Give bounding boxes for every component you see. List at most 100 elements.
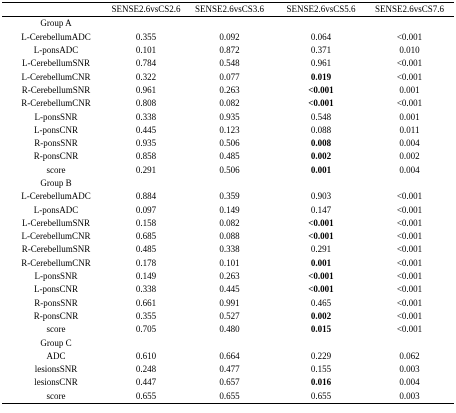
cell: <0.001 <box>396 297 423 308</box>
cell: <0.001 <box>277 217 365 230</box>
cell: 0.002 <box>399 151 420 162</box>
row-label: score <box>46 164 66 175</box>
cell: 0.506 <box>219 164 240 175</box>
data-row: R-ponsCNR 0.355 0.527 0.002 <0.001 <box>2 310 454 323</box>
row-label: score <box>46 324 66 335</box>
cell: 0.062 <box>399 350 420 361</box>
cell: 0.991 <box>219 297 240 308</box>
cell: <0.001 <box>396 244 423 255</box>
data-row: L-CerebellumSNR 0.158 0.082 <0.001 <0.001 <box>2 217 454 230</box>
data-row: L-CerebellumCNR 0.685 0.088 <0.001 <0.001 <box>2 230 454 243</box>
cell: 0.506 <box>219 138 240 149</box>
cell: 0.338 <box>219 244 240 255</box>
row-label: lesionsSNR <box>34 364 78 375</box>
bold-value: <0.001 <box>308 217 334 228</box>
cell: 0.092 <box>219 31 240 42</box>
row-label: L-CerebellumSNR <box>22 58 90 69</box>
empty-cell <box>182 336 277 349</box>
cell: 0.935 <box>135 138 157 149</box>
cell: 0.445 <box>135 124 157 135</box>
cell: 0.884 <box>135 191 157 202</box>
cell: 0.088 <box>310 124 332 135</box>
bold-value: <0.001 <box>308 271 334 282</box>
cell: 0.149 <box>135 271 157 282</box>
cell: 0.465 <box>310 297 332 308</box>
data-row: L-CerebellumADC 0.355 0.092 0.064 <0.001 <box>2 31 454 44</box>
empty-cell <box>110 336 182 349</box>
row-label: L-ponsADC <box>33 204 79 215</box>
group-title: Group A <box>40 18 72 29</box>
row-label: R-ponsCNR <box>33 151 79 162</box>
table-header: SENSE2.6vsCS2.6 SENSE2.6vsCS3.6 SENSE2.6vs… <box>2 2 454 17</box>
cell: <0.001 <box>396 217 423 228</box>
cell: 0.004 <box>399 164 420 175</box>
cell: 0.705 <box>135 324 157 335</box>
cell: <0.001 <box>396 284 423 295</box>
cell: 0.064 <box>310 31 332 42</box>
data-row: L-ponsSNR 0.149 0.263 <0.001 <0.001 <box>2 270 454 283</box>
data-row: L-ponsADC 0.101 0.872 0.371 0.010 <box>2 44 454 57</box>
cell: 0.903 <box>310 191 332 202</box>
cell: 0.657 <box>219 377 240 388</box>
cell: 0.155 <box>310 364 332 375</box>
cell: <0.001 <box>277 283 365 296</box>
cell: 0.447 <box>135 377 157 388</box>
group-title: Group C <box>40 337 72 348</box>
cell: 0.002 <box>277 310 365 323</box>
cell: 0.101 <box>219 257 240 268</box>
cell: 0.961 <box>135 84 157 95</box>
bold-value: <0.001 <box>308 84 334 95</box>
cell: 0.548 <box>219 58 240 69</box>
cell: 0.004 <box>399 138 420 149</box>
empty-cell <box>277 17 365 31</box>
cell: 0.527 <box>219 310 240 321</box>
cell: 0.655 <box>310 390 332 401</box>
data-row: R-CerebellumSNR 0.961 0.263 <0.001 0.001 <box>2 84 454 97</box>
cell: <0.001 <box>396 271 423 282</box>
header-cell <box>2 3 110 17</box>
table-body: Group A L-CerebellumADC 0.355 0.092 0.064 <0.… <box>2 17 454 404</box>
cell: 0.101 <box>135 45 157 56</box>
row-label: L-ponsSNR <box>34 111 78 122</box>
row-label: ADC <box>46 350 66 361</box>
bold-value: <0.001 <box>308 98 334 109</box>
empty-cell <box>365 336 454 349</box>
header-cell: SENSE2.6vsCS3.6 <box>194 4 265 15</box>
cell: 0.004 <box>399 377 420 388</box>
data-row: L-ponsCNR 0.338 0.445 <0.001 <0.001 <box>2 283 454 296</box>
cell: <0.001 <box>277 270 365 283</box>
data-row: R-CerebellumSNR 0.485 0.338 0.291 <0.001 <box>2 243 454 256</box>
row-label: L-ponsCNR <box>33 124 78 135</box>
cell: 0.338 <box>135 284 157 295</box>
cell: 0.477 <box>219 364 240 375</box>
row-label: L-CerebellumADC <box>21 191 91 202</box>
data-row: R-ponsSNR 0.661 0.991 0.465 <0.001 <box>2 297 454 310</box>
cell: 0.664 <box>219 350 240 361</box>
cell: 0.808 <box>135 98 157 109</box>
cell: 0.097 <box>135 204 157 215</box>
cell: <0.001 <box>277 230 365 243</box>
row-label: score <box>46 390 66 401</box>
cell: <0.001 <box>396 231 423 242</box>
data-row: R-CerebellumCNR 0.808 0.082 <0.001 <0.001 <box>2 97 454 110</box>
cell: 0.123 <box>219 124 240 135</box>
data-row: ADC 0.610 0.664 0.229 0.062 <box>2 350 454 363</box>
cell: 0.002 <box>277 150 365 163</box>
row-label: R-CerebellumSNR <box>21 244 91 255</box>
cell: 0.322 <box>135 71 157 82</box>
cell: 0.147 <box>310 204 332 215</box>
row-label: L-ponsCNR <box>33 284 78 295</box>
bold-value: <0.001 <box>308 231 334 242</box>
data-row: score 0.655 0.655 0.655 0.003 <box>2 390 454 404</box>
bold-value: 0.015 <box>310 324 332 335</box>
cell: 0.003 <box>399 390 420 401</box>
data-row: score 0.291 0.506 0.001 0.004 <box>2 164 454 177</box>
cell: 0.355 <box>135 31 157 42</box>
cell: 0.961 <box>310 58 332 69</box>
data-row: L-CerebellumSNR 0.784 0.548 0.961 <0.001 <box>2 57 454 70</box>
cell: 0.480 <box>219 324 240 335</box>
data-row: L-ponsCNR 0.445 0.123 0.088 0.011 <box>2 124 454 137</box>
cell: <0.001 <box>277 84 365 97</box>
cell: 0.077 <box>219 71 240 82</box>
